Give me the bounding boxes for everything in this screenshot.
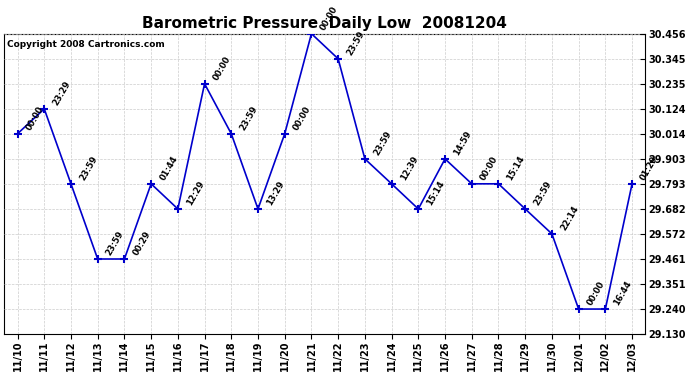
Text: 00:00: 00:00 bbox=[479, 154, 500, 182]
Text: 00:00: 00:00 bbox=[586, 279, 607, 307]
Text: 15:14: 15:14 bbox=[505, 154, 526, 182]
Text: 14:59: 14:59 bbox=[452, 129, 473, 157]
Text: 13:29: 13:29 bbox=[265, 179, 286, 207]
Text: 00:29: 00:29 bbox=[131, 230, 152, 257]
Text: 23:59: 23:59 bbox=[78, 154, 99, 182]
Text: 15:14: 15:14 bbox=[425, 179, 446, 207]
Text: 23:59: 23:59 bbox=[532, 179, 553, 207]
Title: Barometric Pressure  Daily Low  20081204: Barometric Pressure Daily Low 20081204 bbox=[142, 16, 507, 31]
Text: 01:29: 01:29 bbox=[639, 154, 660, 182]
Text: 23:59: 23:59 bbox=[238, 104, 259, 132]
Text: 23:59: 23:59 bbox=[105, 229, 126, 257]
Text: 01:44: 01:44 bbox=[158, 154, 179, 182]
Text: 12:29: 12:29 bbox=[185, 179, 206, 207]
Text: 23:59: 23:59 bbox=[372, 129, 393, 157]
Text: 12:39: 12:39 bbox=[399, 154, 420, 182]
Text: 23:59: 23:59 bbox=[345, 29, 366, 57]
Text: 00:00: 00:00 bbox=[318, 4, 339, 32]
Text: 00:00: 00:00 bbox=[212, 54, 233, 81]
Text: 00:00: 00:00 bbox=[292, 104, 313, 132]
Text: 23:29: 23:29 bbox=[51, 79, 72, 107]
Text: 22:14: 22:14 bbox=[559, 204, 580, 232]
Text: Copyright 2008 Cartronics.com: Copyright 2008 Cartronics.com bbox=[8, 40, 165, 49]
Text: 16:44: 16:44 bbox=[612, 279, 633, 307]
Text: 00:00: 00:00 bbox=[24, 104, 46, 132]
